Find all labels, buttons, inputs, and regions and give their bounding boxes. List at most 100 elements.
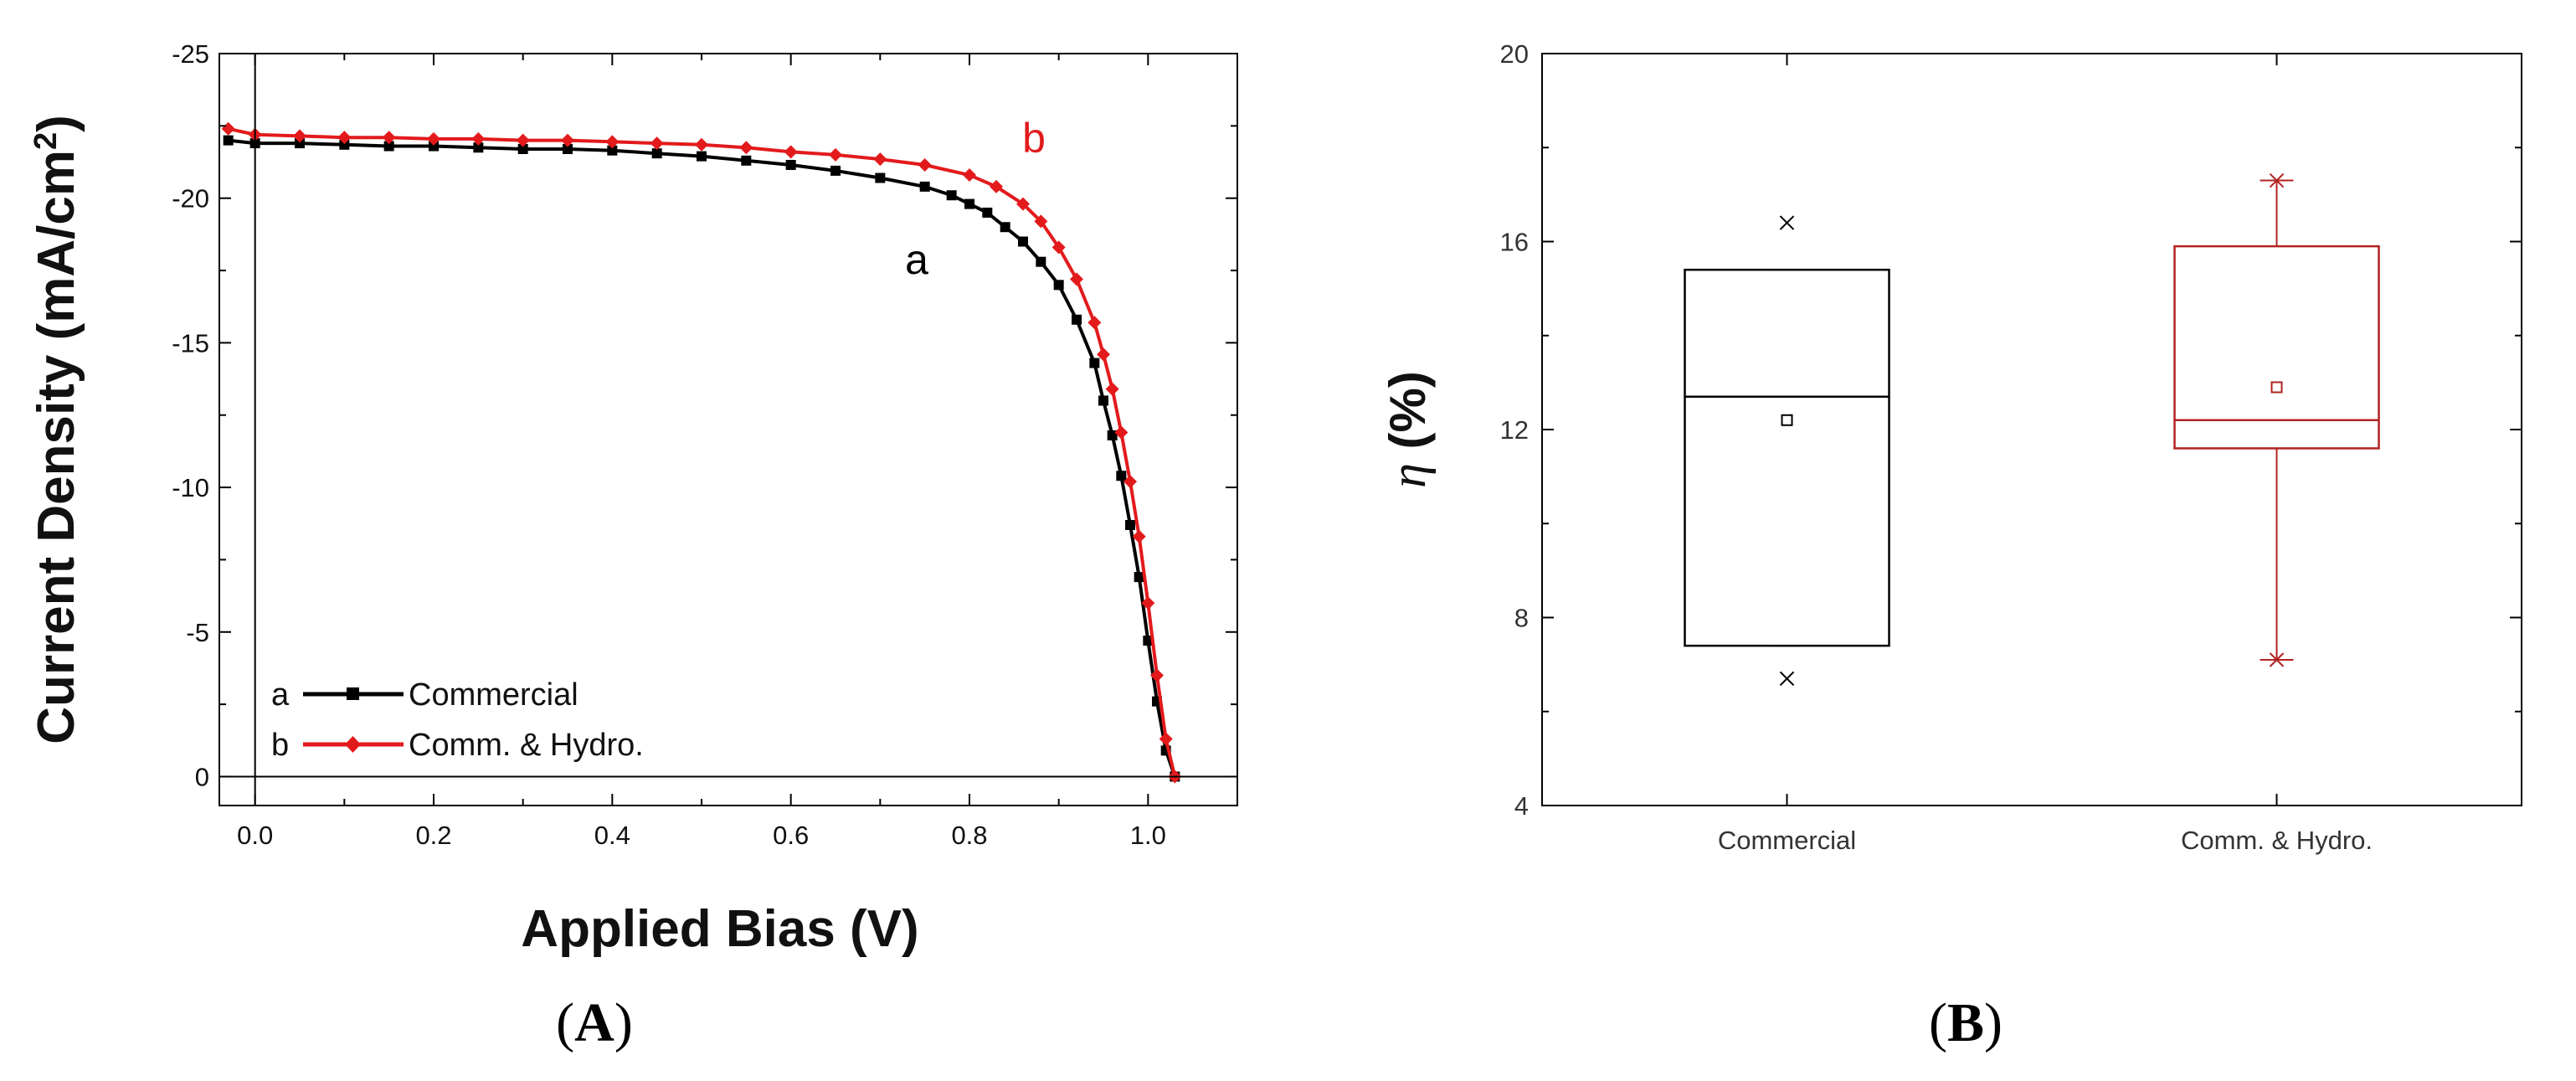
box-min-marker-comm-hydro <box>2269 652 2285 667</box>
data-point-commercial <box>875 172 886 183</box>
panel-b-y-tick-label: 4 <box>1514 791 1529 821</box>
panel-a-y-axis-title: Current Density (mA/cm2) <box>28 115 85 744</box>
data-point-commercial <box>1143 636 1154 646</box>
data-point-comm-hydro <box>427 131 440 146</box>
panel-a-x-tick-label: 1.0 <box>1130 821 1166 850</box>
legend-marker-commercial <box>347 687 359 700</box>
panel-a-ticks: 0.0 0.2 0.4 0.6 0.8 1.0 -25 -20 -15 -10 -5 0 <box>172 39 1238 850</box>
data-point-comm-hydro <box>829 147 842 162</box>
legend-label-comm-hydro: Comm. & Hydro. <box>409 728 644 763</box>
box-max-marker-commercial <box>1779 215 1795 230</box>
panel-a-x-tick-label: 0.4 <box>594 821 630 850</box>
data-point-commercial <box>1018 236 1028 247</box>
panel-b-y-tick-label: 8 <box>1514 604 1529 633</box>
data-point-comm-hydro <box>1159 732 1173 746</box>
box-mean-commercial <box>1781 414 1793 426</box>
legend-letter-b: b <box>271 728 289 763</box>
data-point-commercial <box>607 145 618 156</box>
data-point-comm-hydro <box>1097 347 1110 362</box>
data-point-commercial <box>1107 430 1118 440</box>
panel-b-category-label-comm-hydro: Comm. & Hydro. <box>2181 826 2373 855</box>
data-point-comm-hydro <box>784 145 798 159</box>
panel-b-boxes <box>1684 172 2380 687</box>
data-point-comm-hydro <box>1114 425 1129 440</box>
data-point-comm-hydro <box>382 131 396 145</box>
panel-b-label: (B) <box>1929 992 2003 1053</box>
x-marker-stroke <box>1779 215 1795 230</box>
panel-b-ticks: 4 8 12 16 20 Commercial Comm. & Hydro. <box>1500 39 2522 855</box>
data-point-commercial <box>383 141 394 152</box>
data-point-comm-hydro <box>1141 596 1155 610</box>
panel-a-x-tick-label: 0.8 <box>951 821 987 850</box>
data-point-comm-hydro <box>873 152 887 167</box>
data-point-comm-hydro <box>1150 668 1164 682</box>
box-iqr-comm-hydro <box>2173 245 2380 450</box>
box-min-marker-commercial <box>1779 671 1795 687</box>
panel-a-curve-label-a: a <box>905 236 928 283</box>
panel-a-axes <box>219 54 1237 806</box>
data-point-comm-hydro <box>337 131 352 145</box>
data-point-comm-hydro <box>221 121 235 136</box>
data-point-comm-hydro <box>605 135 620 149</box>
box-iqr-commercial <box>1684 268 1890 647</box>
panel-a-plot-area <box>221 121 1182 784</box>
panel-a-plot-frame <box>219 53 1238 806</box>
panel-a-y-tick-label: 0 <box>195 762 209 791</box>
data-point-commercial <box>785 159 796 170</box>
data-point-comm-hydro <box>561 133 574 147</box>
panel-a-x-axis-title: Applied Bias (V) <box>521 900 918 958</box>
panel-a-x-tick-label: 0.6 <box>773 821 809 850</box>
panel-a-y-tick-label: -15 <box>172 328 209 358</box>
data-point-comm-hydro <box>1034 214 1048 229</box>
data-point-commercial <box>473 142 484 153</box>
data-point-commercial <box>1072 314 1082 325</box>
data-point-comm-hydro <box>1087 316 1102 330</box>
data-point-comm-hydro <box>1051 240 1066 255</box>
panel-b-box-chart: 4 8 12 16 20 Commercial Comm. & Hydro. η (%) (… <box>1380 39 2522 1053</box>
data-point-commercial <box>1134 572 1144 583</box>
data-point-commercial <box>1036 256 1046 267</box>
x-marker-stroke <box>2269 652 2285 667</box>
data-point-commercial <box>223 135 234 146</box>
legend-letter-a: a <box>271 677 290 713</box>
data-point-comm-hydro <box>293 129 306 143</box>
data-point-commercial <box>1000 222 1010 233</box>
data-point-commercial <box>339 139 350 150</box>
data-point-comm-hydro <box>650 136 664 151</box>
data-point-comm-hydro <box>516 133 530 147</box>
jv-curve-commercial <box>228 138 1177 778</box>
panel-b-plot-frame <box>1541 53 2522 806</box>
panel-a-y-tick-label: -25 <box>172 39 209 69</box>
panel-a-y-tick-label: -20 <box>172 184 209 214</box>
data-point-comm-hydro <box>1132 529 1146 543</box>
data-point-comm-hydro <box>1016 197 1030 211</box>
data-point-comm-hydro <box>1070 272 1083 286</box>
data-point-commercial <box>982 207 993 218</box>
panel-b-y-tick-label: 20 <box>1500 39 1529 69</box>
box-max-marker-comm-hydro <box>2269 172 2285 188</box>
panel-a-label: (A) <box>556 992 633 1053</box>
jv-curve-comm-hydro <box>228 126 1177 777</box>
panel-a-y-tick-label: -10 <box>172 473 209 502</box>
panel-b-y-tick-label: 16 <box>1500 228 1529 257</box>
data-point-commercial <box>1098 395 1108 406</box>
data-point-commercial <box>563 143 573 154</box>
panel-a-curve-label-b: b <box>1022 115 1046 162</box>
data-point-commercial <box>1116 471 1127 481</box>
data-point-commercial <box>830 165 841 176</box>
panel-a-curves-clip-group <box>221 121 1182 784</box>
box-mean-comm-hydro <box>2270 381 2283 394</box>
data-point-commercial <box>964 198 974 209</box>
panel-a-legend: a Commercial b Comm. & Hydro. <box>271 677 644 763</box>
panel-b-y-tick-label: 12 <box>1500 415 1529 445</box>
panel-a-x-tick-label: 0.2 <box>415 821 451 850</box>
panel-a-y-tick-label: -5 <box>186 618 209 647</box>
x-marker-stroke <box>1779 671 1795 687</box>
data-point-commercial <box>1125 519 1135 530</box>
panel-b-category-label-commercial: Commercial <box>1718 826 1856 855</box>
data-point-commercial <box>1089 358 1100 368</box>
data-point-comm-hydro <box>739 141 753 155</box>
panel-a-x-tick-label: 0.0 <box>237 821 273 850</box>
data-point-commercial <box>517 143 528 154</box>
